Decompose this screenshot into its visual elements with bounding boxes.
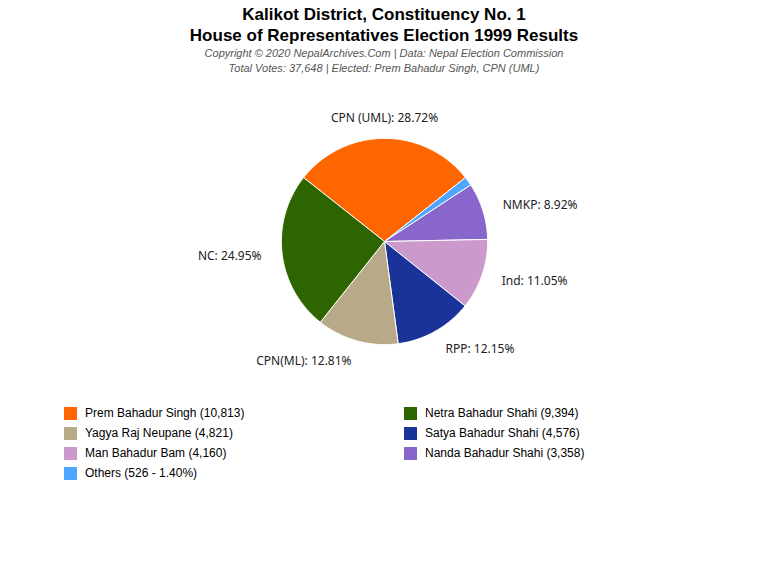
svg-text:RPP: 12.15%: RPP: 12.15%: [445, 340, 514, 357]
html-text:Kalikot District, Constituency: Kalikot District, Constituency No. 1: [242, 5, 526, 24]
html-text:Yagya Raj Neupane (4,821): Yagya Raj Neupane (4,821): [85, 426, 233, 440]
html-text:Total Votes: 37,648 | Elected:: Total Votes: 37,648 | Elected: Prem Baha…: [228, 62, 540, 74]
html-text:Others (526 - 1.40%): Others (526 - 1.40%): [85, 466, 198, 480]
html-text:House of Representatives Elect: House of Representatives Election 1999 R…: [189, 26, 579, 45]
html-text:Satya Bahadur Shahi (4,576): Satya Bahadur Shahi (4,576): [425, 426, 580, 440]
html-text:Nanda Bahadur Shahi (3,358): Nanda Bahadur Shahi (3,358): [425, 446, 585, 460]
html-text:Netra Bahadur Shahi (9,394): Netra Bahadur Shahi (9,394): [425, 406, 579, 420]
html-text:Prem Bahadur Singh (10,813): Prem Bahadur Singh (10,813): [85, 406, 245, 420]
svg-text:CPN(ML): 12.81%: CPN(ML): 12.81%: [256, 352, 351, 369]
svg-text:CPN (UML): 28.72%: CPN (UML): 28.72%: [331, 109, 438, 126]
html-text:Copyright © 2020 NepalArchives: Copyright © 2020 NepalArchives.Com | Dat…: [204, 47, 564, 59]
svg-text:Ind: 11.05%: Ind: 11.05%: [502, 272, 568, 289]
html-text:Man Bahadur Bam (4,160): Man Bahadur Bam (4,160): [85, 446, 227, 460]
svg-text:NC: 24.95%: NC: 24.95%: [198, 247, 262, 264]
svg-text:NMKP: 8.92%: NMKP: 8.92%: [503, 196, 578, 213]
